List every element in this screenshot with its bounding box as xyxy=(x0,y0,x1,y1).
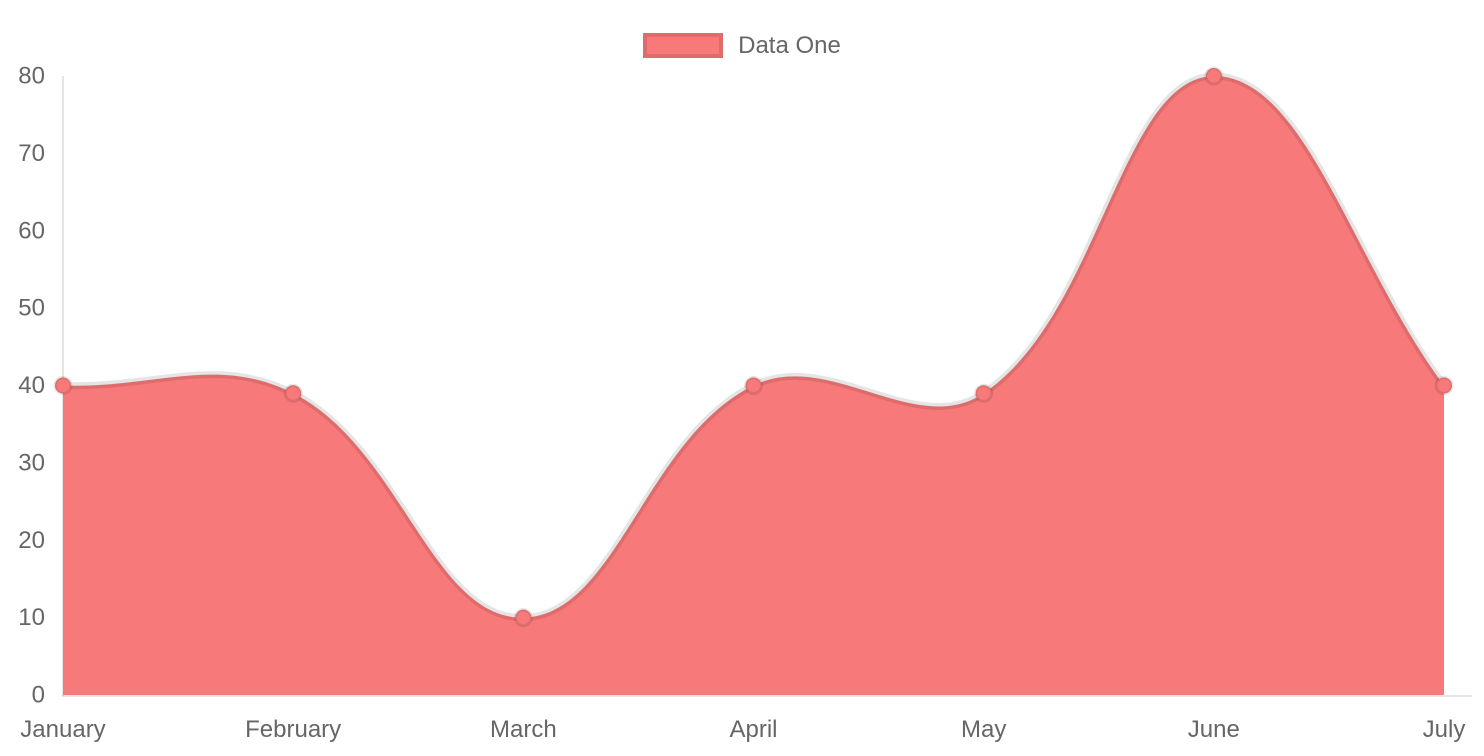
legend-swatch xyxy=(643,33,724,58)
y-axis-tick-label: 80 xyxy=(18,63,45,90)
y-axis-tick-label: 20 xyxy=(18,527,45,554)
y-axis-tick-label: 70 xyxy=(18,140,45,167)
x-axis-tick-label: January xyxy=(20,716,105,743)
data-point[interactable] xyxy=(1434,376,1454,395)
x-axis-tick-label: May xyxy=(961,716,1006,743)
x-axis-tick-label: February xyxy=(245,716,341,743)
data-point[interactable] xyxy=(283,383,303,403)
y-axis-tick-label: 40 xyxy=(18,372,45,399)
y-axis-tick-label: 0 xyxy=(32,682,45,709)
y-axis-tick-label: 50 xyxy=(18,295,45,322)
data-point[interactable] xyxy=(513,608,533,628)
data-point[interactable] xyxy=(53,376,73,395)
data-point[interactable] xyxy=(974,383,994,403)
y-axis-tick-label: 60 xyxy=(18,217,45,244)
legend-label: Data One xyxy=(738,32,841,59)
legend-item-data-one[interactable]: Data One xyxy=(643,33,841,58)
x-axis-tick-label: April xyxy=(729,716,777,743)
y-axis-tick-label: 10 xyxy=(18,604,45,631)
x-axis-tick-label: July xyxy=(1423,716,1466,743)
x-axis-tick-label: March xyxy=(490,716,557,743)
chart-legend: Data One xyxy=(0,33,1484,58)
x-axis-tick-label: June xyxy=(1188,716,1240,743)
data-point[interactable] xyxy=(1204,66,1224,86)
y-axis-tick-label: 30 xyxy=(18,449,45,476)
data-point[interactable] xyxy=(744,376,763,395)
